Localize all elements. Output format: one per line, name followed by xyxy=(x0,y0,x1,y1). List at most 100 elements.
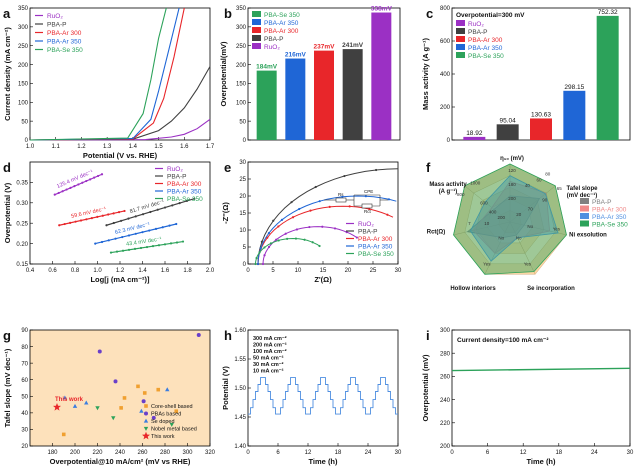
radar-tick-label: 65 xyxy=(557,186,563,191)
slope-label: 62.3 mV dec⁻¹ xyxy=(114,222,150,236)
slope-label: 59.6 mV dec⁻¹ xyxy=(71,206,107,220)
series-line xyxy=(257,195,397,265)
series-line xyxy=(255,237,320,265)
y-tick-label: 50 xyxy=(239,119,246,125)
radar-tick-label: Yes xyxy=(483,262,491,267)
radar-series xyxy=(453,163,567,275)
legend-swatch xyxy=(456,52,465,58)
radar-tick-label: 10 xyxy=(484,221,490,226)
y-tick-label: 100 xyxy=(236,100,247,106)
fit-line xyxy=(106,198,195,226)
plot-background xyxy=(30,330,210,446)
legend-swatch xyxy=(580,205,589,212)
legend-entry: PBA-Ar 300 xyxy=(167,181,202,188)
data-point xyxy=(144,404,148,408)
x-tick-label: 0.6 xyxy=(48,268,57,274)
x-tick-label: 20 xyxy=(345,268,352,274)
y-tick-label: 20 xyxy=(21,444,28,450)
radar-tick-label: 1000 xyxy=(470,180,481,185)
radar-tick-label: 400 xyxy=(489,209,497,214)
x-tick-label: 1.0 xyxy=(93,268,102,274)
legend-entry: RuO₂ xyxy=(264,44,280,51)
panel-e: 0 5 10 15 20 25 30 0 5 10 15 20 25 30 Z'(Ω) -Z''(Ω) Rs CP… xyxy=(221,160,402,284)
y-tick-label: 0.20 xyxy=(16,242,28,248)
x-axis-label: Potential (V vs. RHE) xyxy=(83,151,158,160)
x-tick-label: 240 xyxy=(115,450,126,456)
x-tick-label: 1.4 xyxy=(138,268,147,274)
y-tick-label: 600 xyxy=(440,39,451,45)
series-line xyxy=(29,66,211,141)
step-label: 100 mA cm⁻² xyxy=(253,348,287,355)
data-point xyxy=(156,387,161,392)
radar-tick-label: No xyxy=(498,235,504,240)
x-tick-label: 280 xyxy=(160,450,171,456)
y-tick-label: 300 xyxy=(18,25,29,31)
fit-line xyxy=(110,240,184,254)
data-point xyxy=(151,415,156,420)
legend-swatch xyxy=(252,43,261,49)
x-tick-label: 1.6 xyxy=(161,268,170,274)
bar xyxy=(285,58,306,141)
radar-tick-label: 120 xyxy=(508,168,516,173)
step-label: 200 mA cm⁻² xyxy=(253,342,287,349)
data-point xyxy=(139,408,144,413)
x-tick-label: 1.0 xyxy=(26,144,35,150)
legend-swatch xyxy=(456,44,465,50)
y-tick-label: 200 xyxy=(18,63,29,69)
legend-entry: PBA-Ar 350 xyxy=(358,244,393,251)
legend-entry: PBA-Ar 350 xyxy=(167,189,202,196)
data-point xyxy=(95,406,100,411)
radar-tick-label: 600 xyxy=(480,201,488,206)
y-tick-label: 1.55 xyxy=(234,357,246,363)
step-label: 300 mA cm⁻² xyxy=(253,335,287,342)
series-line xyxy=(262,226,358,265)
y-tick-label: 25 xyxy=(239,177,246,183)
y-tick-label: 90 xyxy=(21,328,28,334)
legend-entry: PBA-Ar 300 xyxy=(358,236,393,243)
y-tick-label: 10 xyxy=(239,228,246,234)
data-point xyxy=(144,411,148,416)
data-point xyxy=(169,422,174,427)
legend-entry: PBA-Ar 350 xyxy=(592,214,627,221)
legend-entry: PBA-Ar 350 xyxy=(47,39,82,46)
panel-g: 20 30 40 50 60 70 80 90 180 200 220 240 260 280 300 320… xyxy=(3,328,216,466)
slope-label: 43.4 mV dec⁻¹ xyxy=(126,236,162,247)
data-point xyxy=(136,384,140,389)
radar-tick-label: Yes xyxy=(553,227,561,232)
y-axis-label: Overpotential (mV) xyxy=(421,354,430,422)
y-tick-label: 0 xyxy=(447,138,451,144)
panel-letter: f xyxy=(426,160,431,175)
x-tick-label: 25 xyxy=(370,268,377,274)
y-tick-label: 300 xyxy=(236,25,247,31)
bar-value-label: 241mV xyxy=(342,42,364,49)
x-tick-label: 12 xyxy=(305,450,312,456)
legend-entry: PBA-Ar 300 xyxy=(264,28,299,35)
legend-entry: PBA-Se 350 xyxy=(167,196,203,203)
x-tick-label: 15 xyxy=(320,268,327,274)
data-point xyxy=(53,403,61,411)
x-tick-label: 5 xyxy=(271,268,275,274)
legend-entry: PBA-P xyxy=(167,174,187,181)
panel-a: 0 50 100 150 200 250 300 350 1.0 1.1 1.2 1.3 1.4 1.5 1… xyxy=(3,6,215,160)
y-tick-label: 0 xyxy=(25,138,29,144)
legend-entry: PBA-Se 350 xyxy=(358,251,394,258)
y-axis-label: Tafel slope (mV dec⁻¹) xyxy=(3,348,12,427)
radar-axis-label: (mV dec⁻¹) xyxy=(567,192,598,199)
radar-series xyxy=(466,195,541,239)
radar-axis-label: Tafel slope xyxy=(567,186,599,192)
step-label: 30 mA cm⁻² xyxy=(253,361,284,368)
x-tick-label: 24 xyxy=(365,450,372,456)
legend-entry: Nobel metal based xyxy=(151,427,197,433)
radar-spoke xyxy=(509,185,556,223)
x-tick-label: 1.6 xyxy=(180,144,189,150)
bar xyxy=(530,118,552,140)
x-tick-label: 10 xyxy=(295,268,302,274)
circuit-label: Rs xyxy=(338,192,344,197)
y-tick-label: 50 xyxy=(21,119,28,125)
radar-spoke xyxy=(484,221,511,275)
series-line xyxy=(29,118,211,141)
legend-entry: PBA-P xyxy=(358,229,378,236)
y-axis-label: Potential (V) xyxy=(221,366,230,410)
this-work-annotation: This work xyxy=(55,397,84,403)
circuit-label: Rct xyxy=(364,209,371,214)
